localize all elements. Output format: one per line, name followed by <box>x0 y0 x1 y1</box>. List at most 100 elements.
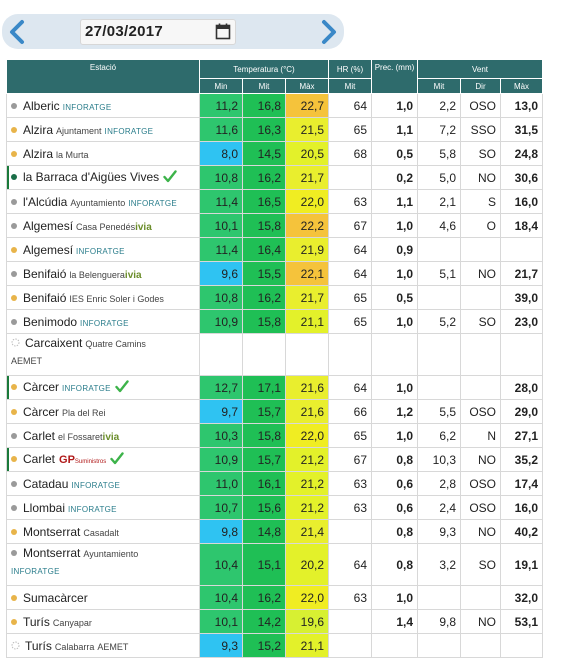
check-icon <box>163 169 177 186</box>
station-location: Ayuntamiento <box>70 197 126 208</box>
station-cell[interactable]: Benifaió la Belengueraivia <box>6 261 200 286</box>
station-cell[interactable]: Llombai INFORATGE <box>6 495 200 520</box>
date-navigator: 27/03/2017 <box>2 14 344 49</box>
ivia-logo: ivia <box>135 221 152 233</box>
col-header-hr: HR (%) <box>328 59 372 79</box>
table-row[interactable]: Algemesí Casa Penedésivia 10,1 15,8 22,2 67 1,… <box>6 213 543 238</box>
table-row[interactable]: Montserrat Ayuntamiento INFORATGE 10,4 15,1 2… <box>6 543 543 586</box>
prec-cell: 0,8 <box>371 447 418 472</box>
temp-min-cell: 8,0 <box>199 141 243 166</box>
station-cell[interactable]: Benifaió IES Enric Soler i Godes <box>6 285 200 310</box>
prec-cell: 0,8 <box>371 519 418 544</box>
wind-dir-cell <box>460 333 501 376</box>
wind-max-cell: 16,0 <box>500 189 543 214</box>
calendar-icon[interactable] <box>215 23 231 45</box>
prec-cell: 1,1 <box>371 117 418 142</box>
station-name: Benifaió <box>23 266 67 281</box>
station-cell[interactable]: Carlet GPSuministros <box>6 447 200 472</box>
temp-max-cell: 21,4 <box>285 519 329 544</box>
table-row[interactable]: Llombai INFORATGE 10,7 15,6 21,2 63 0,6 2,4 OSO 1… <box>6 495 543 520</box>
temp-min-cell: 10,9 <box>199 447 243 472</box>
status-dot-icon <box>11 432 17 439</box>
wind-mit-cell <box>417 633 461 658</box>
table-row[interactable]: Catadau INFORATGE 11,0 16,1 21,2 63 0,6 2,8 OSO 1… <box>6 471 543 496</box>
table-row[interactable]: Sumacàrcer 10,4 16,2 22,0 63 1,0 32,0 <box>6 585 543 610</box>
table-row[interactable]: Turís Canyapar 10,1 14,2 19,6 1,4 9,8 NO 53,1 <box>6 609 543 634</box>
table-row[interactable]: Carlet el Fossaretivia 10,3 15,8 22,0 65 1,0 6,… <box>6 423 543 448</box>
hr-cell <box>328 333 372 376</box>
station-cell[interactable]: Carcaixent Quatre Camins AEMET <box>6 333 200 376</box>
temp-max-cell: 22,0 <box>285 423 329 448</box>
station-cell[interactable]: Catadau INFORATGE <box>6 471 200 496</box>
station-name: Càrcer <box>23 404 60 419</box>
table-row[interactable]: Carlet GPSuministros 10,9 15,7 21,2 67 0,8 10,3… <box>6 447 543 472</box>
station-cell[interactable]: Alzira Ajuntament INFORATGE <box>6 117 200 142</box>
previous-day-button[interactable] <box>4 14 30 49</box>
temp-mit-cell: 16,8 <box>242 93 286 118</box>
date-input[interactable]: 27/03/2017 <box>80 19 236 45</box>
table-row[interactable]: Alberic INFORATGE 11,2 16,8 22,7 64 1,0 2,2 OSO 1… <box>6 93 543 118</box>
station-cell[interactable]: Montserrat Casadalt <box>6 519 200 544</box>
temp-mit-cell: 16,3 <box>242 117 286 142</box>
station-cell[interactable]: Càrcer Pla del Rei <box>6 399 200 424</box>
status-dot-icon <box>11 126 17 133</box>
table-row[interactable]: la Barraca d'Aigües Vives 10,8 16,2 21,7 0,2… <box>6 165 543 190</box>
station-cell[interactable]: Algemesí Casa Penedésivia <box>6 213 200 238</box>
wind-max-cell: 19,1 <box>500 543 543 586</box>
station-cell[interactable]: Turís Canyapar <box>6 609 200 634</box>
wind-max-cell: 27,1 <box>500 423 543 448</box>
wind-mit-cell: 2,2 <box>417 93 461 118</box>
station-cell[interactable]: Alberic INFORATGE <box>6 93 200 118</box>
prec-cell: 0,5 <box>371 285 418 310</box>
station-name: Alberic <box>23 98 60 113</box>
next-day-button[interactable] <box>316 14 342 49</box>
wind-max-cell: 24,8 <box>500 141 543 166</box>
temp-mit-cell: 17,1 <box>242 375 286 400</box>
table-row[interactable]: Alzira Ajuntament INFORATGE 11,6 16,3 21,5 65 1… <box>6 117 543 142</box>
wind-max-cell: 17,4 <box>500 471 543 496</box>
temp-min-cell: 10,8 <box>199 285 243 310</box>
temp-min-cell <box>199 333 243 376</box>
table-row[interactable]: Alzira la Murta 8,0 14,5 20,5 68 0,5 5,8 SO 24,8 <box>6 141 543 166</box>
station-cell[interactable]: Càrcer INFORATGE <box>6 375 200 400</box>
station-cell[interactable]: l'Alcúdia Ayuntamiento INFORATGE <box>6 189 200 214</box>
station-cell[interactable]: Carlet el Fossaretivia <box>6 423 200 448</box>
prec-cell: 1,0 <box>371 375 418 400</box>
status-dot-icon <box>11 528 17 535</box>
table-row[interactable]: Montserrat Casadalt 9,8 14,8 21,4 0,8 9,3 NO 40,… <box>6 519 543 544</box>
station-cell[interactable]: Benimodo INFORATGE <box>6 309 200 334</box>
table-row[interactable]: Carcaixent Quatre Camins AEMET <box>6 333 543 376</box>
table-row[interactable]: Algemesí INFORATGE 11,4 16,4 21,9 64 0,9 <box>6 237 543 262</box>
station-cell[interactable]: Alzira la Murta <box>6 141 200 166</box>
wind-mit-cell: 5,2 <box>417 309 461 334</box>
table-row[interactable]: Benifaió IES Enric Soler i Godes 10,8 16,2 2… <box>6 285 543 310</box>
station-cell[interactable]: Algemesí INFORATGE <box>6 237 200 262</box>
station-cell[interactable]: Sumacàrcer <box>6 585 200 610</box>
col-header-estacio: Estació <box>6 59 200 94</box>
table-row[interactable]: Turís Calabarra AEMET 9,3 15,2 21,1 <box>6 633 543 658</box>
temp-max-cell: 21,1 <box>285 309 329 334</box>
wind-mit-cell <box>417 375 461 400</box>
temp-max-cell: 22,1 <box>285 261 329 286</box>
wind-max-cell <box>500 237 543 262</box>
table-row[interactable]: Benimodo INFORATGE 10,9 15,8 21,1 65 1,0 5,2 SO 2… <box>6 309 543 334</box>
status-dot-icon <box>11 294 17 301</box>
wind-dir-cell: NO <box>460 609 501 634</box>
station-cell[interactable]: Turís Calabarra AEMET <box>6 633 200 658</box>
station-cell[interactable]: Montserrat Ayuntamiento INFORATGE <box>6 543 200 586</box>
prec-cell: 1,0 <box>371 309 418 334</box>
temp-mit-cell: 15,6 <box>242 495 286 520</box>
table-row[interactable]: Benifaió la Belengueraivia 9,6 15,5 22,1 64 1,… <box>6 261 543 286</box>
wind-mit-cell <box>417 237 461 262</box>
table-row[interactable]: Càrcer INFORATGE 12,7 17,1 21,6 64 1,0 28,0 <box>6 375 543 400</box>
wind-max-cell: 16,0 <box>500 495 543 520</box>
table-row[interactable]: l'Alcúdia Ayuntamiento INFORATGE 11,4 16,5 22… <box>6 189 543 214</box>
temp-max-cell: 22,7 <box>285 93 329 118</box>
table-row[interactable]: Càrcer Pla del Rei 9,7 15,7 21,6 66 1,2 5,5 OSO 2… <box>6 399 543 424</box>
station-location: Pla del Rei <box>62 407 106 418</box>
inforatge-logo: INFORATGE <box>62 383 111 393</box>
temp-max-cell: 21,9 <box>285 237 329 262</box>
prec-cell: 0,6 <box>371 495 418 520</box>
gp-logo-sub: Suministros <box>74 458 107 465</box>
station-cell[interactable]: la Barraca d'Aigües Vives <box>6 165 200 190</box>
